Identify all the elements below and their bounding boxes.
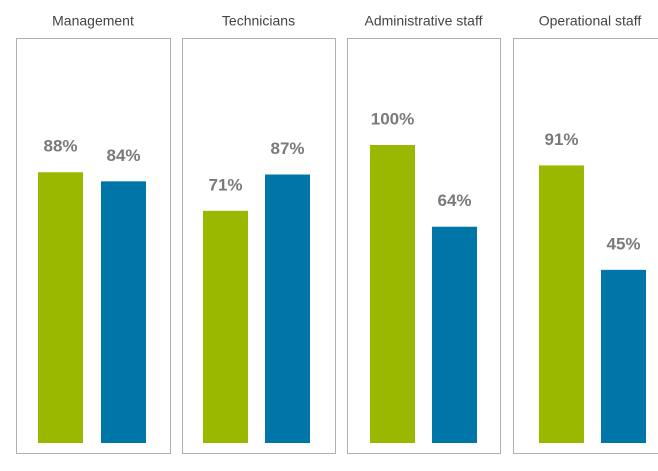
category-label: Technicians [222,13,295,29]
value-label: 45% [606,234,640,253]
bar [38,172,83,444]
value-label: 100% [371,109,414,128]
panel [182,38,336,454]
value-label: 88% [43,137,77,156]
category-label: Operational staff [539,13,642,29]
panel [513,38,658,454]
value-label: 71% [208,175,242,194]
value-label: 87% [270,139,304,158]
bar [203,210,248,443]
value-label: 91% [544,130,578,149]
bar [601,269,646,443]
bar [101,181,146,443]
value-label: 84% [106,146,140,165]
category-label: Management [52,13,134,29]
bar [539,165,584,443]
panel [347,38,501,454]
bar [370,145,415,443]
panel [16,38,171,454]
bar [432,226,477,443]
category-label: Administrative staff [364,13,482,29]
value-label: 64% [437,191,471,210]
bar [265,174,310,443]
